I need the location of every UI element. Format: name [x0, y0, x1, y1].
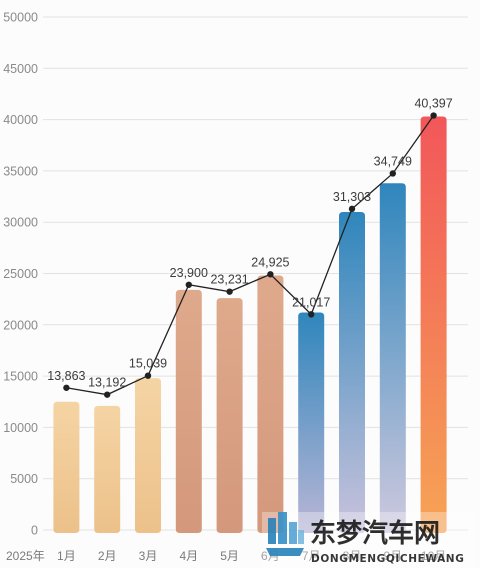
line-layer — [63, 112, 437, 398]
watermark-building-icon — [266, 512, 304, 556]
y-tick-label: 15000 — [3, 370, 38, 384]
line-point-10月 — [430, 112, 437, 119]
x-category-label: 9月 — [383, 549, 402, 563]
bar-3月 — [135, 378, 161, 533]
data-label-5月: 23,231 — [210, 273, 248, 287]
bar-10月 — [420, 116, 447, 533]
watermark-subtitle: DONGMENGQICHEWANG — [311, 553, 464, 565]
watermark-logo: 东梦汽车网 DONGMENGQICHEWANG — [262, 512, 476, 568]
y-tick-label: 20000 — [3, 318, 38, 332]
data-label-9月: 34,749 — [374, 154, 412, 168]
data-label-3月: 15,039 — [129, 357, 167, 371]
watermark-backdrop — [262, 512, 476, 568]
watermark-title: 东梦汽车网 — [310, 518, 440, 549]
y-tick-label: 50000 — [3, 11, 38, 25]
line-point-6月 — [267, 271, 274, 278]
bar-9月 — [379, 183, 406, 533]
bar-8月 — [339, 211, 365, 533]
bar-5月 — [216, 298, 243, 533]
y-tick-label: 40000 — [3, 113, 38, 127]
bar-2月 — [94, 405, 121, 533]
data-label-8月: 31,303 — [333, 190, 371, 204]
x-category-label: 10月 — [421, 549, 446, 563]
y-tick-label: 25000 — [3, 267, 38, 281]
x-category-label: 4月 — [179, 549, 198, 563]
x-category-label: 7月 — [302, 549, 321, 563]
y-tick-label: 35000 — [3, 164, 38, 178]
line-point-5月 — [226, 288, 233, 295]
line-point-7月 — [308, 311, 315, 318]
x-category-label: 3月 — [139, 549, 158, 563]
bar-7月 — [298, 312, 325, 533]
x-category-label: 2月 — [98, 549, 117, 563]
data-label-10月: 40,397 — [414, 97, 452, 111]
y-tick-label: 45000 — [3, 62, 38, 76]
line-point-1月 — [63, 384, 70, 391]
line-point-9月 — [389, 170, 396, 177]
x-category-label: 1月 — [57, 549, 76, 563]
bar-6月 — [257, 275, 284, 533]
bar-4月 — [175, 289, 202, 533]
x-category-label: 8月 — [343, 549, 362, 563]
y-tick-labels: 0 5000 10000 15000 20000 25000 30000 35000 40000… — [3, 11, 38, 538]
data-label-2月: 13,192 — [88, 376, 126, 390]
line-point-4月 — [185, 281, 192, 288]
data-label-6月: 24,925 — [251, 255, 289, 269]
year-label: 2025年 — [6, 549, 45, 563]
bar-layer — [53, 116, 447, 533]
bar-1月 — [53, 401, 80, 533]
y-tick-label: 10000 — [3, 421, 38, 435]
trend-line — [66, 115, 435, 396]
y-tick-label: 5000 — [10, 472, 38, 486]
line-point-2月 — [104, 391, 111, 398]
x-category-label: 5月 — [220, 549, 239, 563]
line-point-8月 — [348, 205, 356, 213]
data-label-1月: 13,863 — [47, 369, 85, 383]
data-label-4月: 23,900 — [170, 266, 208, 280]
y-tick-label: 30000 — [3, 216, 38, 230]
data-label-7月: 21,017 — [292, 295, 330, 309]
line-point-3月 — [144, 372, 152, 379]
y-tick-label: 0 — [31, 524, 38, 538]
